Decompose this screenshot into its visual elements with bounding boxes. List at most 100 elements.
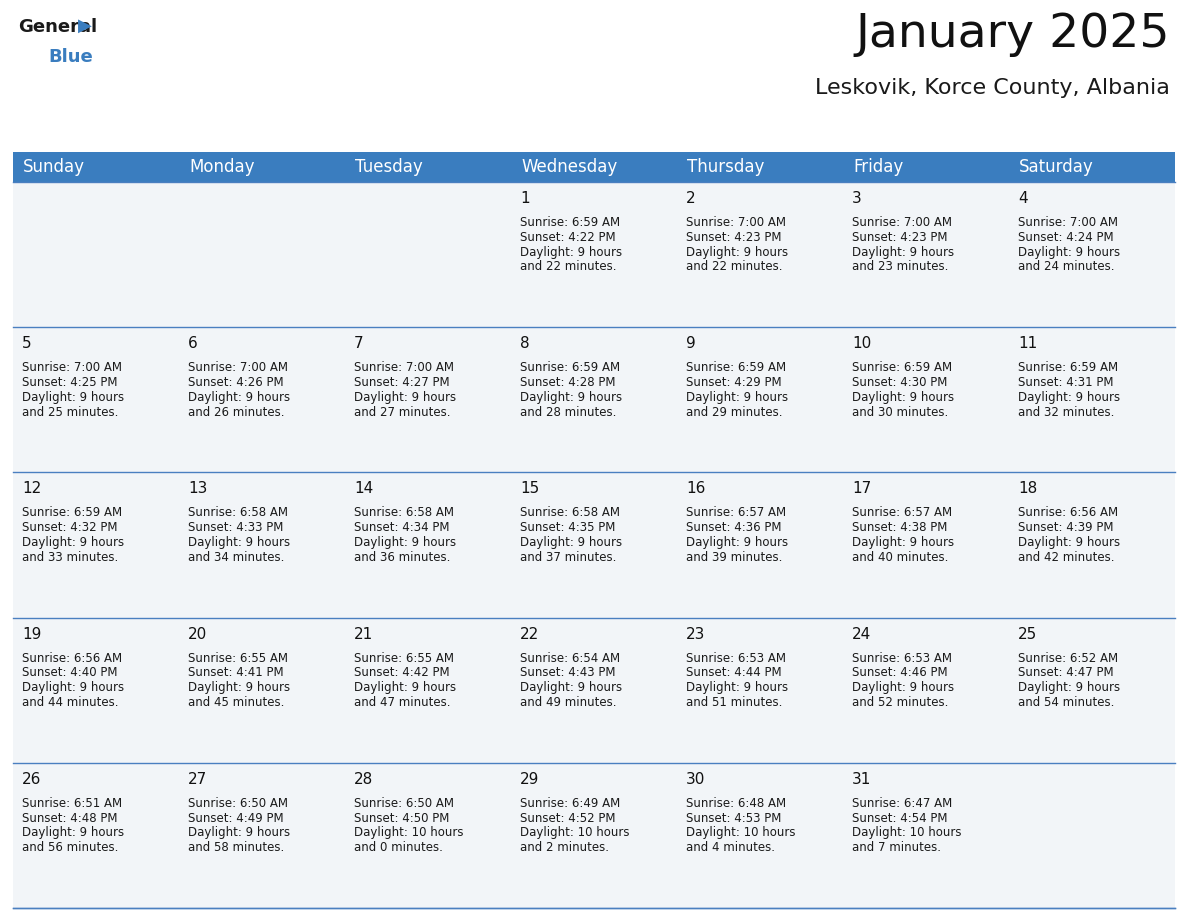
Text: and 22 minutes.: and 22 minutes. xyxy=(685,261,783,274)
Text: Daylight: 9 hours: Daylight: 9 hours xyxy=(354,391,456,404)
Text: and 56 minutes.: and 56 minutes. xyxy=(23,841,119,855)
Text: 23: 23 xyxy=(685,627,706,642)
Text: Sunset: 4:38 PM: Sunset: 4:38 PM xyxy=(852,521,947,534)
Text: Daylight: 9 hours: Daylight: 9 hours xyxy=(188,681,290,694)
Bar xyxy=(1009,618,1175,763)
Text: and 7 minutes.: and 7 minutes. xyxy=(852,841,941,855)
Text: Sunrise: 6:49 AM: Sunrise: 6:49 AM xyxy=(520,797,620,810)
Text: Sunset: 4:25 PM: Sunset: 4:25 PM xyxy=(23,376,118,389)
Text: Sunset: 4:53 PM: Sunset: 4:53 PM xyxy=(685,812,782,824)
Text: Sunset: 4:46 PM: Sunset: 4:46 PM xyxy=(852,666,948,679)
Text: Daylight: 10 hours: Daylight: 10 hours xyxy=(685,826,796,839)
Text: Sunset: 4:42 PM: Sunset: 4:42 PM xyxy=(354,666,449,679)
Text: Sunrise: 6:57 AM: Sunrise: 6:57 AM xyxy=(685,507,786,520)
Text: Sunrise: 7:00 AM: Sunrise: 7:00 AM xyxy=(188,361,287,375)
Text: Sunrise: 6:59 AM: Sunrise: 6:59 AM xyxy=(520,361,620,375)
Text: Sunrise: 6:50 AM: Sunrise: 6:50 AM xyxy=(188,797,287,810)
Text: Daylight: 9 hours: Daylight: 9 hours xyxy=(354,536,456,549)
Text: Daylight: 9 hours: Daylight: 9 hours xyxy=(23,536,124,549)
Text: Sunrise: 6:51 AM: Sunrise: 6:51 AM xyxy=(23,797,122,810)
Text: and 39 minutes.: and 39 minutes. xyxy=(685,551,783,564)
Bar xyxy=(511,152,677,182)
Text: Sunset: 4:29 PM: Sunset: 4:29 PM xyxy=(685,376,782,389)
Text: 25: 25 xyxy=(1018,627,1037,642)
Text: Sunset: 4:47 PM: Sunset: 4:47 PM xyxy=(1018,666,1113,679)
Text: 4: 4 xyxy=(1018,191,1028,206)
Bar xyxy=(179,618,345,763)
Text: Sunset: 4:39 PM: Sunset: 4:39 PM xyxy=(1018,521,1113,534)
Text: Sunrise: 7:00 AM: Sunrise: 7:00 AM xyxy=(685,216,786,229)
Text: Sunrise: 6:52 AM: Sunrise: 6:52 AM xyxy=(1018,652,1118,665)
Bar xyxy=(843,763,1009,908)
Bar xyxy=(345,152,511,182)
Text: Sunset: 4:49 PM: Sunset: 4:49 PM xyxy=(188,812,284,824)
Text: 17: 17 xyxy=(852,481,871,497)
Text: Thursday: Thursday xyxy=(687,158,764,176)
Text: and 42 minutes.: and 42 minutes. xyxy=(1018,551,1114,564)
Text: Daylight: 9 hours: Daylight: 9 hours xyxy=(188,536,290,549)
Bar xyxy=(179,473,345,618)
Text: Sunrise: 7:00 AM: Sunrise: 7:00 AM xyxy=(1018,216,1118,229)
Text: Sunrise: 6:55 AM: Sunrise: 6:55 AM xyxy=(188,652,287,665)
Text: Sunset: 4:28 PM: Sunset: 4:28 PM xyxy=(520,376,615,389)
Text: and 49 minutes.: and 49 minutes. xyxy=(520,696,617,709)
Bar xyxy=(677,327,843,473)
Text: 14: 14 xyxy=(354,481,373,497)
Bar xyxy=(1009,473,1175,618)
Text: January 2025: January 2025 xyxy=(855,12,1170,57)
Bar xyxy=(13,327,179,473)
Text: Sunrise: 6:54 AM: Sunrise: 6:54 AM xyxy=(520,652,620,665)
Bar xyxy=(511,182,677,327)
Text: Daylight: 9 hours: Daylight: 9 hours xyxy=(852,536,954,549)
Text: Saturday: Saturday xyxy=(1019,158,1094,176)
Text: Daylight: 9 hours: Daylight: 9 hours xyxy=(23,826,124,839)
Text: Sunrise: 6:58 AM: Sunrise: 6:58 AM xyxy=(354,507,454,520)
Text: 29: 29 xyxy=(520,772,539,787)
Text: Sunset: 4:52 PM: Sunset: 4:52 PM xyxy=(520,812,615,824)
Text: Daylight: 9 hours: Daylight: 9 hours xyxy=(1018,681,1120,694)
Text: Wednesday: Wednesday xyxy=(522,158,618,176)
Text: and 52 minutes.: and 52 minutes. xyxy=(852,696,948,709)
Bar xyxy=(13,473,179,618)
Text: ▶: ▶ xyxy=(78,17,91,35)
Text: Sunrise: 6:55 AM: Sunrise: 6:55 AM xyxy=(354,652,454,665)
Text: Sunset: 4:34 PM: Sunset: 4:34 PM xyxy=(354,521,449,534)
Text: Daylight: 9 hours: Daylight: 9 hours xyxy=(23,681,124,694)
Bar xyxy=(677,763,843,908)
Bar xyxy=(677,182,843,327)
Text: Sunset: 4:50 PM: Sunset: 4:50 PM xyxy=(354,812,449,824)
Text: Daylight: 9 hours: Daylight: 9 hours xyxy=(685,246,788,259)
Text: 2: 2 xyxy=(685,191,696,206)
Text: Daylight: 10 hours: Daylight: 10 hours xyxy=(520,826,630,839)
Text: and 4 minutes.: and 4 minutes. xyxy=(685,841,775,855)
Text: Blue: Blue xyxy=(48,48,93,66)
Text: Sunset: 4:27 PM: Sunset: 4:27 PM xyxy=(354,376,449,389)
Bar xyxy=(13,152,179,182)
Bar xyxy=(1009,327,1175,473)
Text: Sunrise: 6:59 AM: Sunrise: 6:59 AM xyxy=(520,216,620,229)
Text: and 2 minutes.: and 2 minutes. xyxy=(520,841,609,855)
Text: Sunset: 4:24 PM: Sunset: 4:24 PM xyxy=(1018,230,1113,244)
Bar xyxy=(1009,763,1175,908)
Text: Daylight: 9 hours: Daylight: 9 hours xyxy=(685,536,788,549)
Bar xyxy=(179,763,345,908)
Text: Daylight: 9 hours: Daylight: 9 hours xyxy=(520,536,623,549)
Text: Leskovik, Korce County, Albania: Leskovik, Korce County, Albania xyxy=(815,78,1170,98)
Text: Daylight: 10 hours: Daylight: 10 hours xyxy=(354,826,463,839)
Text: Sunset: 4:44 PM: Sunset: 4:44 PM xyxy=(685,666,782,679)
Text: Sunrise: 6:59 AM: Sunrise: 6:59 AM xyxy=(23,507,122,520)
Bar xyxy=(511,618,677,763)
Bar xyxy=(677,473,843,618)
Text: 6: 6 xyxy=(188,336,197,352)
Text: 18: 18 xyxy=(1018,481,1037,497)
Text: Sunrise: 6:53 AM: Sunrise: 6:53 AM xyxy=(685,652,786,665)
Text: and 44 minutes.: and 44 minutes. xyxy=(23,696,119,709)
Text: 28: 28 xyxy=(354,772,373,787)
Text: and 58 minutes.: and 58 minutes. xyxy=(188,841,284,855)
Text: Sunrise: 6:59 AM: Sunrise: 6:59 AM xyxy=(1018,361,1118,375)
Text: 26: 26 xyxy=(23,772,42,787)
Text: and 54 minutes.: and 54 minutes. xyxy=(1018,696,1114,709)
Text: Sunset: 4:35 PM: Sunset: 4:35 PM xyxy=(520,521,615,534)
Bar xyxy=(511,327,677,473)
Bar xyxy=(13,182,179,327)
